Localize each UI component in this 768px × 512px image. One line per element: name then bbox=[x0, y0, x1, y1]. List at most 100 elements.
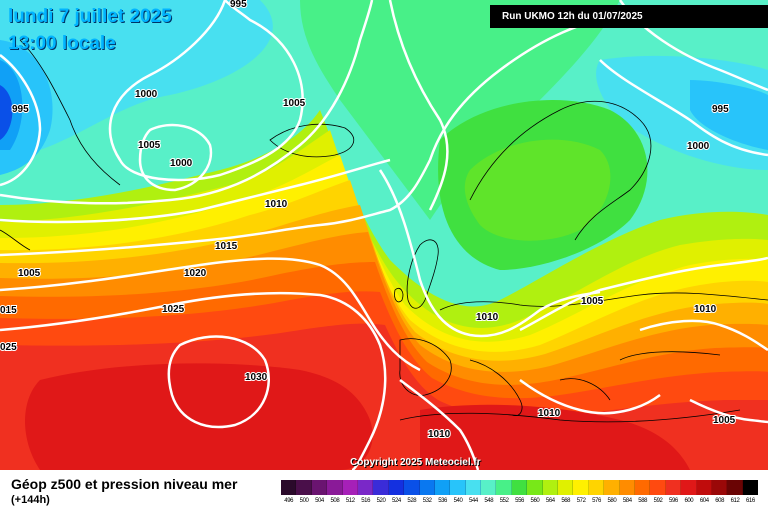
isobar-label: 1005 bbox=[18, 268, 41, 279]
isobar-1000-east bbox=[599, 59, 768, 157]
isobar-label: 1000 bbox=[687, 141, 710, 152]
scale-label: 588 bbox=[638, 498, 648, 504]
isobar-label: 995 bbox=[230, 0, 247, 10]
isobar-1010-med bbox=[519, 378, 661, 415]
copyright-notice: Copyright 2025 Meteociel.fr bbox=[350, 457, 481, 468]
scale-swatch bbox=[342, 480, 358, 495]
isobar-1020 bbox=[0, 257, 421, 372]
isobar-label: 025 bbox=[0, 342, 17, 353]
scale-label: 548 bbox=[484, 498, 494, 504]
isobar-label: 1025 bbox=[162, 304, 185, 315]
map-canvas: 995 995 995 1000 1000 1000 1005 1005 100… bbox=[0, 0, 768, 470]
isobar-1005-east bbox=[519, 256, 768, 332]
color-scale bbox=[281, 480, 759, 495]
isobar-1005-atlantic bbox=[388, 0, 449, 211]
isobar-label: 1015 bbox=[215, 241, 238, 252]
scale-swatch bbox=[434, 480, 451, 495]
isobar-label: 1010 bbox=[476, 312, 499, 323]
pressure-map: 995 995 995 1000 1000 1000 1005 1005 100… bbox=[0, 0, 768, 470]
scale-swatch bbox=[604, 480, 620, 495]
forecast-date: lundi 7 juillet 2025 bbox=[8, 6, 172, 27]
scale-label: 564 bbox=[545, 498, 555, 504]
isobar-label: 015 bbox=[0, 305, 17, 316]
scale-swatch bbox=[696, 480, 712, 495]
scale-swatch bbox=[727, 480, 743, 495]
scale-label: 520 bbox=[376, 498, 386, 504]
scale-label: 512 bbox=[345, 498, 355, 504]
scale-swatch bbox=[665, 480, 682, 495]
isobar-label: 1000 bbox=[170, 158, 193, 169]
isobar-1005-north bbox=[0, 0, 374, 205]
isobar-995-west bbox=[0, 54, 42, 187]
coastline-black-sea bbox=[619, 351, 721, 361]
scale-label: 500 bbox=[299, 498, 309, 504]
scale-label: 544 bbox=[468, 498, 478, 504]
field-560-scandinavia bbox=[464, 139, 611, 241]
coastline-britain bbox=[406, 239, 439, 309]
isobar-label: 1005 bbox=[713, 415, 736, 426]
scale-swatch bbox=[681, 480, 697, 495]
coastline-iceland bbox=[269, 123, 355, 158]
scale-label: 600 bbox=[684, 498, 694, 504]
scale-label: 552 bbox=[499, 498, 509, 504]
isobar-1010-north-sea bbox=[378, 169, 601, 338]
scale-swatch bbox=[573, 480, 589, 495]
forecast-time: 13:00 locale bbox=[8, 33, 116, 54]
isobar-1010-east bbox=[639, 319, 768, 352]
isobar-label: 1005 bbox=[283, 98, 306, 109]
scale-label: 496 bbox=[284, 498, 294, 504]
coastline-ireland bbox=[394, 287, 404, 303]
scale-swatch bbox=[619, 480, 635, 495]
isobars bbox=[0, 0, 768, 470]
scale-label: 608 bbox=[715, 498, 725, 504]
scale-swatch bbox=[373, 480, 389, 495]
scale-label: 576 bbox=[592, 498, 601, 504]
legend-title: Géop z500 et pression niveau mer bbox=[11, 476, 238, 492]
scale-label: 536 bbox=[438, 498, 447, 504]
field-528-west bbox=[0, 85, 13, 140]
isobar-1010-iberia bbox=[399, 379, 480, 470]
scale-label: 572 bbox=[576, 498, 586, 504]
isobar-1005-turkey bbox=[689, 398, 768, 424]
scale-swatch bbox=[311, 480, 328, 495]
scale-label: 592 bbox=[653, 498, 663, 504]
model-run-info: Run UKMO 12h du 01/07/2025 bbox=[490, 5, 768, 28]
scale-swatch bbox=[296, 480, 312, 495]
legend-footer: Géop z500 et pression niveau mer (+144h)… bbox=[0, 470, 768, 512]
scale-swatch bbox=[404, 480, 420, 495]
scale-label: 580 bbox=[607, 498, 617, 504]
isobar-label: 1000 bbox=[135, 89, 158, 100]
field-552-north bbox=[300, 0, 620, 220]
isobar-1000-closed bbox=[138, 123, 213, 192]
scale-label: 540 bbox=[453, 498, 463, 504]
color-scale-labels: 496 500 504 508 512 516 520 524 528 532 536 540 544 5… bbox=[281, 498, 758, 504]
scale-label: 568 bbox=[561, 498, 571, 504]
coastline-scandinavia bbox=[469, 100, 652, 241]
field-600-azores bbox=[25, 363, 373, 470]
isobar-label: 1030 bbox=[245, 372, 268, 383]
isobar-label: 1020 bbox=[184, 268, 207, 279]
scale-label: 604 bbox=[699, 498, 709, 504]
scale-label: 528 bbox=[407, 498, 417, 504]
scale-swatch bbox=[419, 480, 435, 495]
isobar-label: 1010 bbox=[265, 199, 288, 210]
coastline-greenland bbox=[19, 39, 121, 186]
isobar-1015 bbox=[0, 8, 641, 257]
scale-swatch bbox=[388, 480, 405, 495]
field-600-africa bbox=[420, 404, 690, 470]
coastlines bbox=[0, 39, 768, 423]
coastline-iberia bbox=[399, 338, 452, 396]
scale-swatch bbox=[496, 480, 512, 495]
isobar-label: 1005 bbox=[581, 296, 604, 307]
scale-label: 584 bbox=[622, 498, 632, 504]
scale-swatch bbox=[357, 480, 374, 495]
scale-swatch bbox=[711, 480, 728, 495]
isobar-label: 1010 bbox=[428, 429, 451, 440]
scale-swatch bbox=[650, 480, 666, 495]
isobar-label: 1010 bbox=[538, 408, 561, 419]
scale-label: 508 bbox=[330, 498, 340, 504]
legend-subtitle: (+144h) bbox=[11, 494, 50, 506]
scale-swatch bbox=[542, 480, 559, 495]
scale-swatch bbox=[481, 480, 497, 495]
